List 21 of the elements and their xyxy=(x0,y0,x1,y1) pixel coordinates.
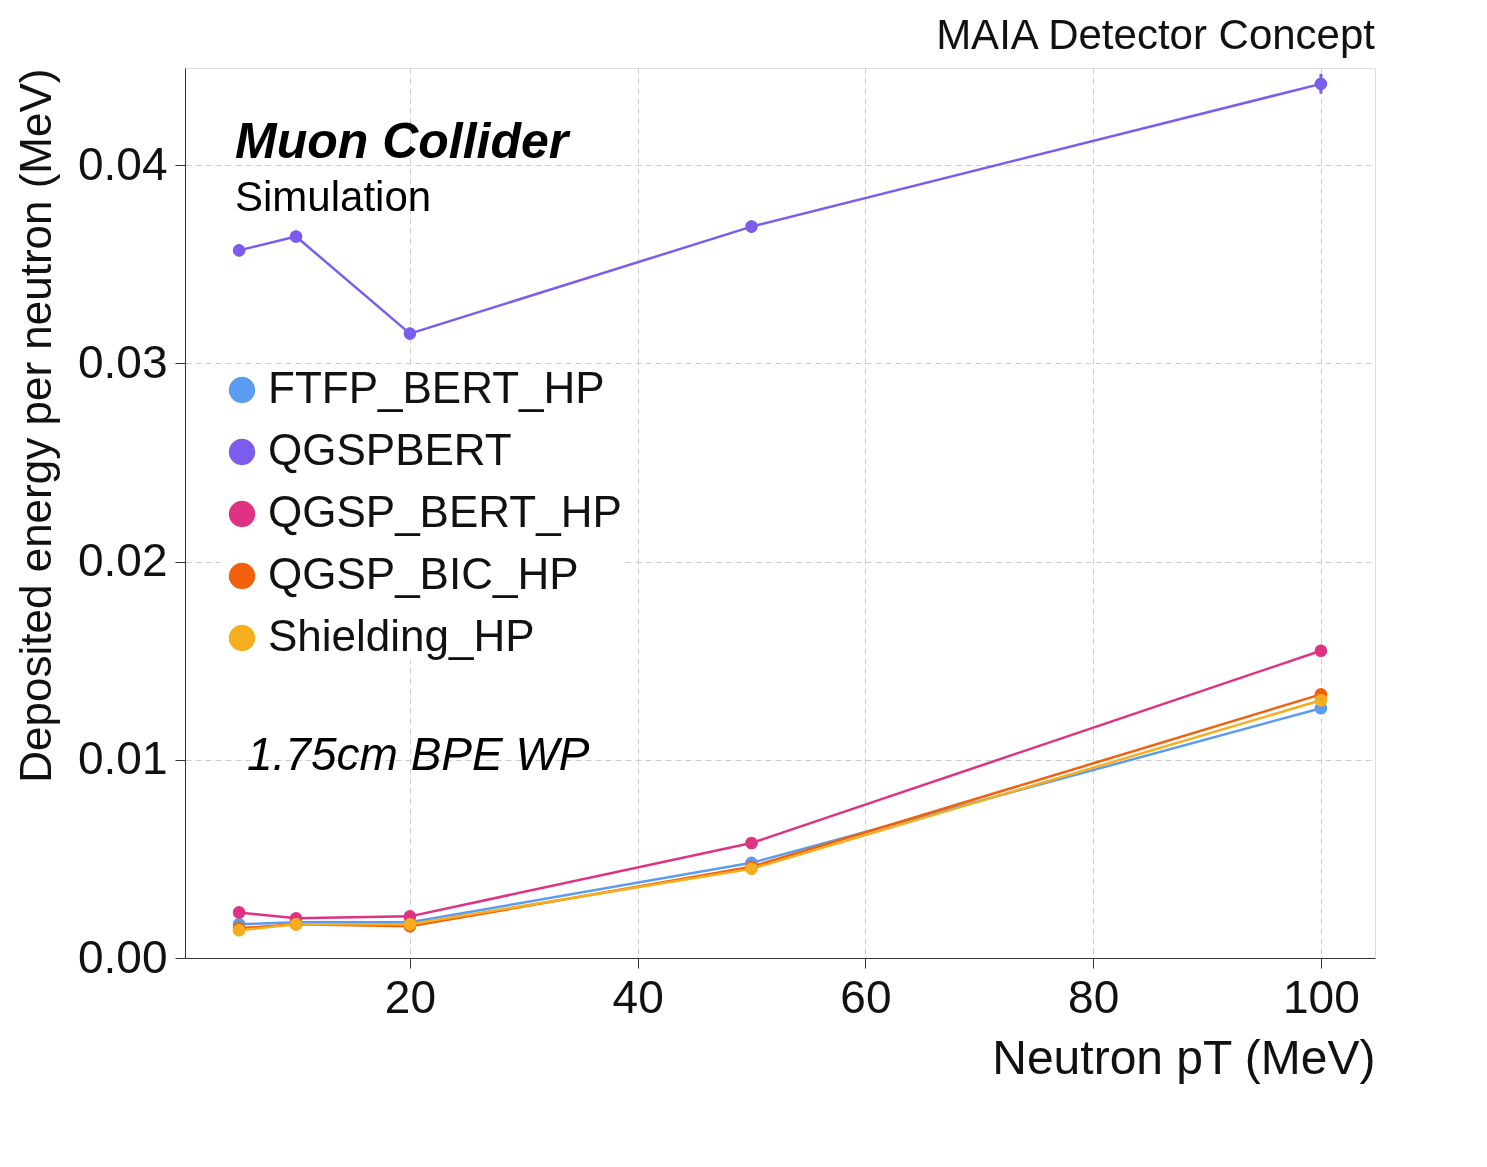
y-tick-label: 0.03 xyxy=(77,335,168,388)
legend-label: QGSP_BIC_HP xyxy=(268,549,579,598)
legend-label: FTFP_BERT_HP xyxy=(268,363,605,412)
y-tick-label: 0.01 xyxy=(77,732,168,785)
legend-label: Shielding_HP xyxy=(268,611,535,660)
y-tick-label: 0.00 xyxy=(77,930,168,983)
y-tick-label: 0.02 xyxy=(77,534,168,587)
annotation: Simulation xyxy=(235,173,432,220)
x-tick-label: 40 xyxy=(612,970,664,1023)
annotation: Muon Collider xyxy=(235,113,571,169)
legend-label: QGSP_BERT_HP xyxy=(268,487,622,536)
annotation: 1.75cm BPE WP xyxy=(247,728,590,780)
legend-label: QGSPBERT xyxy=(268,425,512,474)
x-tick-label: 80 xyxy=(1068,970,1120,1023)
x-tick-label: 60 xyxy=(840,970,892,1023)
x-axis-title: Neutron pT (MeV) xyxy=(992,1030,1376,1084)
x-tick-label: 100 xyxy=(1283,970,1360,1023)
chart-title: MAIA Detector Concept xyxy=(936,11,1376,58)
y-axis-title: Deposited energy per neutron (MeV) xyxy=(10,68,60,783)
y-tick-label: 0.04 xyxy=(77,137,168,190)
x-tick-label: 20 xyxy=(384,970,436,1023)
